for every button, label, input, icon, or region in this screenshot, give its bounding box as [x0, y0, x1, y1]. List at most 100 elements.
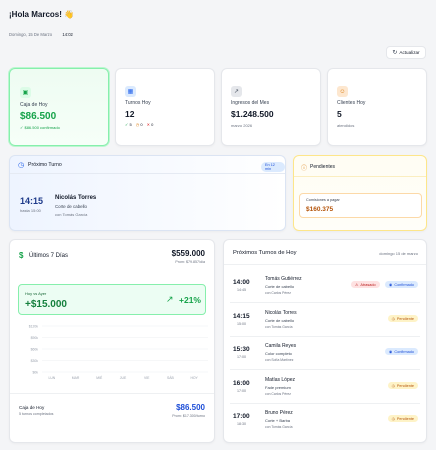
- appointment-row[interactable]: 16:00 17:00 Matías López Fade premium co…: [224, 370, 426, 404]
- next-turn-card[interactable]: ◷ Próximo Turno En 12 min 14:15 hasta 15…: [9, 155, 286, 231]
- check-circle-icon: ◉: [389, 350, 393, 354]
- divider: [230, 403, 420, 404]
- y-tick-label: $90k: [31, 336, 39, 340]
- appointment-end: 14:45: [237, 288, 246, 292]
- stat-cash-label: Caja de Hoy: [20, 102, 48, 108]
- appointment-end: 17:00: [237, 389, 246, 393]
- upcoming-card[interactable]: Próximos Turnos de Hoy domingo 15 de mar…: [223, 239, 427, 443]
- turns-cancelled: 0: [151, 122, 154, 127]
- turns-pending: 0: [140, 122, 143, 127]
- appointment-row[interactable]: 14:15 15:00 Nicolás Torres Corte de cabe…: [224, 303, 426, 337]
- divider: [230, 336, 420, 337]
- stat-clients-value: 5: [337, 109, 342, 119]
- refresh-button[interactable]: ↻ Actualizar: [386, 46, 426, 59]
- appointment-time: 15:30: [233, 346, 250, 353]
- weekly-chart: $120k $90k $60k $30k $0k LUN MAR MIÉ JUE VIE SÁB H…: [29, 324, 208, 380]
- alert-icon: ⚠: [355, 283, 359, 287]
- status-badge-pending: ◷ Pendiente: [387, 382, 418, 389]
- next-turn-title: Próximo Turno: [28, 162, 62, 168]
- refresh-icon: ↻: [392, 50, 398, 56]
- check-icon: ✓: [125, 122, 129, 127]
- next-turn-header: [10, 156, 285, 174]
- commissions-value: $160.375: [306, 206, 334, 213]
- y-tick-label: $30k: [31, 359, 39, 363]
- divider: [10, 393, 214, 394]
- footer-value: $86.500: [176, 403, 205, 412]
- wallet-icon: ▣: [20, 87, 31, 98]
- commissions-box[interactable]: Comisiones a pagar $160.375: [299, 193, 422, 218]
- stat-income-label: Ingresos del Mes: [231, 100, 270, 106]
- last7-total: $559.000: [171, 249, 205, 258]
- compare-label: Hoy vs Ayer: [25, 291, 47, 296]
- status-badge-pending: ◷ Pendiente: [387, 315, 418, 322]
- appointment-barber: con Carlos Pérez: [265, 392, 292, 396]
- clock-icon: ◷: [391, 317, 395, 321]
- appointment-barber: con Sofía Martínez: [265, 358, 294, 362]
- appointment-end: 18:30: [237, 422, 246, 426]
- x-tick-label: SÁB: [167, 376, 175, 380]
- x-tick-label: HOY: [190, 376, 198, 380]
- appointment-service: Fade premium: [265, 385, 291, 390]
- appointment-row[interactable]: 17:00 18:30 Bruno Pérez Corte + Barba co…: [224, 403, 426, 436]
- footer-label: Caja de Hoy: [19, 405, 45, 410]
- users-icon: ☺: [337, 86, 348, 97]
- y-tick-label: $120k: [29, 324, 39, 328]
- cancel-icon: ✕: [146, 122, 150, 127]
- clock-icon: ◷: [135, 122, 140, 127]
- stat-turns-card[interactable]: ▦ Turnos Hoy 12 ✓ 5 ◷ 0 ✕ 0: [115, 68, 215, 146]
- compare-value: +$15.000: [25, 299, 67, 310]
- last7-card[interactable]: $ Últimos 7 Días $559.000 Prom: $79.857/…: [9, 239, 215, 443]
- stat-turns-breakdown: ✓ 5 ◷ 0 ✕ 0: [125, 122, 153, 127]
- next-turn-badge: En 12 min: [261, 162, 285, 172]
- appointment-row[interactable]: 15:30 17:00 Camila Reyes Color completo …: [224, 336, 426, 370]
- stat-clients-label: Clientes Hoy: [337, 100, 366, 106]
- divider: [224, 264, 426, 265]
- appointment-client: Matías López: [265, 377, 296, 383]
- pending-header: [294, 156, 426, 177]
- clock-icon: ◷: [391, 417, 395, 421]
- upcoming-title: Próximos Turnos de Hoy: [233, 250, 297, 256]
- stat-income-card[interactable]: ↗ Ingresos del Mes $1.248.500 marzo 2026: [221, 68, 321, 146]
- last7-title: Últimos 7 Días: [29, 253, 69, 259]
- last7-total-sub: Prom: $79.857/día: [175, 260, 205, 264]
- appointment-client: Tomás Gutiérrez: [265, 276, 302, 282]
- y-tick-label: $60k: [31, 347, 39, 351]
- appointment-barber: con Tomás García: [265, 325, 293, 329]
- appointment-service: Corte de cabello: [265, 284, 295, 289]
- refresh-label: Actualizar: [399, 50, 420, 55]
- appointment-end: 17:00: [237, 355, 246, 359]
- footer-sub: 5 turnos completados: [19, 412, 54, 416]
- compare-box: Hoy vs Ayer +$15.000 ↗ +21%: [18, 284, 206, 315]
- appointment-client: Camila Reyes: [265, 343, 297, 349]
- time-text: 14:02: [62, 32, 73, 37]
- status-badge-confirmed: ◉ Confirmado: [385, 348, 418, 355]
- appointment-service: Corte + Barba: [265, 418, 291, 423]
- stat-income-note: marzo 2026: [231, 123, 253, 128]
- appointment-end: 15:00: [237, 322, 246, 326]
- appointment-row[interactable]: 14:00 14:45 Tomás Gutiérrez Corte de cab…: [224, 269, 426, 303]
- stat-turns-label: Turnos Hoy: [125, 100, 151, 106]
- appointment-barber: con Tomás García: [265, 425, 293, 429]
- status-badge-late: ⚠ Atrasado: [351, 281, 380, 288]
- page-greeting: ¡Hola Marcos! 👋: [9, 10, 75, 19]
- stat-turns-value: 12: [125, 109, 135, 119]
- stat-clients-card[interactable]: ☺ Clientes Hoy 5 atendidos: [327, 68, 427, 146]
- pending-title: Pendientes: [310, 164, 336, 170]
- appointment-client: Nicolás Torres: [265, 310, 297, 316]
- x-tick-label: MAR: [72, 376, 80, 380]
- appointment-time: 16:00: [233, 380, 250, 387]
- appointment-client: Bruno Pérez: [265, 410, 293, 416]
- footer-value-sub: Prom: $17.300/turno: [172, 414, 205, 418]
- clock-icon: ◷: [18, 162, 25, 169]
- divider: [230, 369, 420, 370]
- x-tick-label: MIÉ: [96, 375, 103, 380]
- next-turn-time-sub: hasta 15:00: [20, 208, 41, 213]
- trend-up-icon: ↗: [166, 294, 174, 304]
- divider: [230, 302, 420, 303]
- calendar-icon: ▦: [125, 86, 136, 97]
- appointment-time: 17:00: [233, 413, 250, 420]
- next-turn-time: 14:15: [20, 196, 44, 206]
- next-turn-barber: con Tomás García: [55, 212, 88, 217]
- pending-card[interactable]: ⓘ Pendientes Comisiones a pagar $160.375: [293, 155, 427, 231]
- stat-cash-card[interactable]: ▣ Caja de Hoy $86.500 ✓ $86.500 confirma…: [9, 68, 109, 146]
